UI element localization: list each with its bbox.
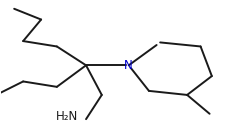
Text: H₂N: H₂N	[56, 110, 78, 123]
Text: N: N	[124, 59, 133, 72]
